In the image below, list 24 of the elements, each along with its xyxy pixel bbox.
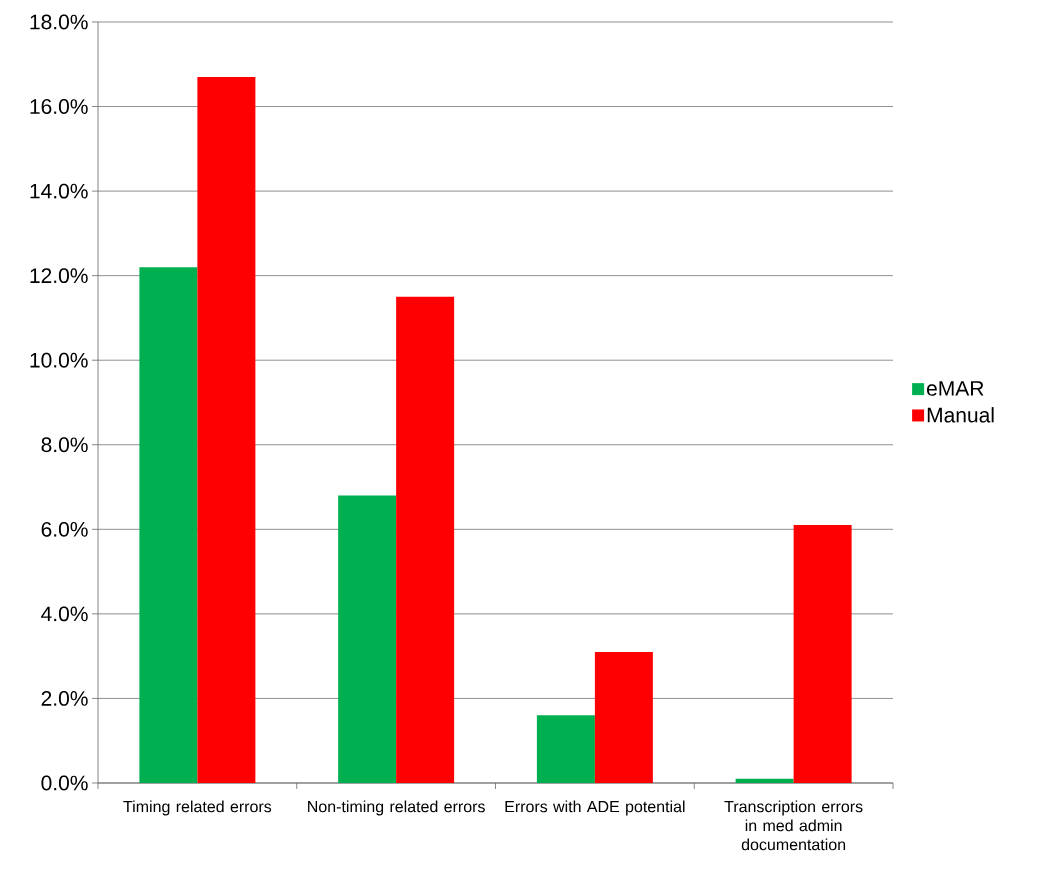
bar: [139, 267, 198, 783]
y-tick-label: 4.0%: [41, 606, 88, 622]
y-tick-label: 16.0%: [30, 99, 88, 114]
bar: [396, 296, 455, 783]
x-tick-label: Non-timing related errors: [308, 800, 485, 816]
bar: [536, 715, 595, 783]
y-tick-label: 6.0%: [41, 521, 88, 537]
x-tick-label: Errors with ADE potential: [505, 800, 685, 816]
y-tick-label: 18.0%: [30, 14, 88, 30]
bar: [338, 495, 397, 783]
bar: [793, 525, 852, 783]
x-tick-label: Timing related errors: [123, 800, 272, 816]
y-tick-label: 8.0%: [41, 437, 88, 453]
bar: [197, 76, 256, 783]
y-tick-label: 0.0%: [41, 775, 88, 791]
x-tick-label: Transcription errors in med admin documentation: [724, 800, 863, 851]
legend-label: Manual: [927, 407, 994, 423]
y-tick-label: 12.0%: [30, 268, 88, 284]
legend-label: eMAR: [927, 381, 984, 396]
bar: [594, 651, 653, 783]
y-tick-label: 2.0%: [41, 690, 88, 706]
y-tick-label: 10.0%: [30, 352, 88, 368]
bar: [735, 778, 794, 783]
y-tick-label: 14.0%: [30, 183, 88, 199]
